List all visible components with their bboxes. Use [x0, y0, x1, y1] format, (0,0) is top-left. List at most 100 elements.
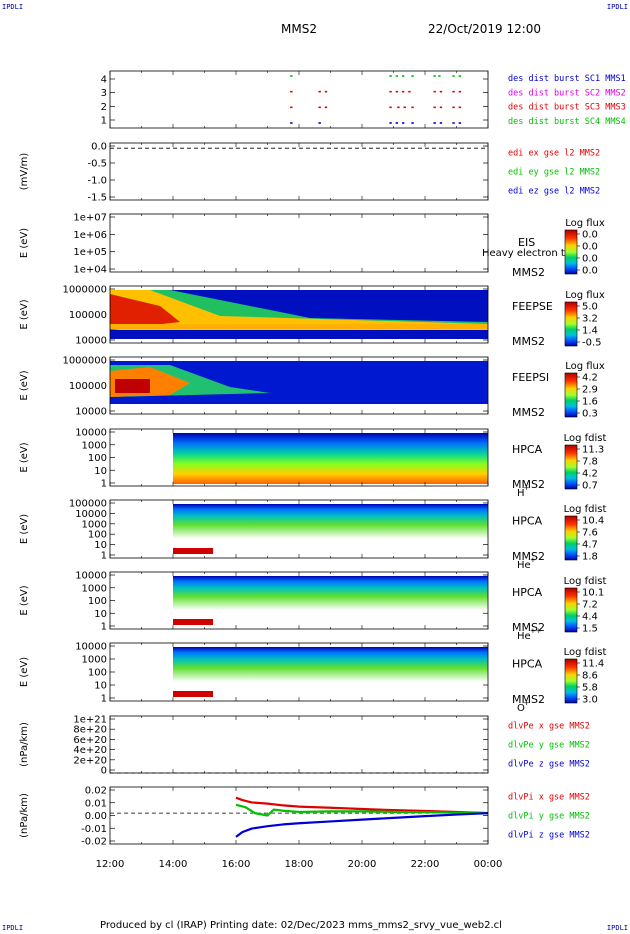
- colorbar-tick-label: 0.0: [582, 230, 598, 241]
- y-tick-label: 10000: [75, 571, 107, 582]
- species-label: O: [517, 703, 525, 714]
- legend-entry: edi ey gse l2 MMS2: [508, 168, 600, 178]
- corner-tag-tr: IPDLI: [606, 3, 628, 11]
- corner-tag-br: IPDLI: [606, 924, 628, 932]
- burst-mark: [318, 90, 321, 93]
- series-line-z: [235, 812, 489, 838]
- burst-mark: [389, 122, 392, 124]
- legend-entry: dlvPe x gse MMS2: [508, 722, 590, 732]
- legend-entry: dlvPi x gse MMS2: [508, 793, 590, 803]
- spacecraft-label: MMS2: [512, 693, 545, 706]
- colorbar-tick-label: 8.6: [582, 671, 598, 682]
- colorbar-tick-label: 1.6: [582, 397, 598, 408]
- y-tick-label: -1.0: [87, 176, 107, 187]
- burst-mark: [438, 75, 441, 77]
- y-tick-label: 0.01: [85, 798, 107, 809]
- y-tick-label: 100: [88, 596, 107, 607]
- y-tick-label: 100000: [69, 310, 107, 321]
- colorbar-tick-label: 5.0: [582, 302, 598, 313]
- burst-mark: [318, 106, 321, 109]
- species-charge: +: [530, 556, 536, 564]
- legend-entry: des dist burst SC3 MMS3: [508, 103, 626, 113]
- legend-entry: dlvPe z gse MMS2: [508, 760, 590, 770]
- y-axis-label: E (eV): [19, 657, 30, 687]
- instrument-label: EIS: [518, 236, 535, 249]
- colorbar-tick-label: 2.9: [582, 385, 598, 396]
- y-tick-label: 1: [101, 479, 107, 490]
- y-tick-label: 1e+05: [73, 247, 107, 258]
- y-tick-label: 1000000: [62, 285, 107, 296]
- colorbar: [564, 515, 578, 561]
- spectrogram-band: [115, 379, 150, 393]
- burst-mark: [395, 75, 399, 77]
- burst-mark: [433, 90, 436, 93]
- colorbar-tick-label: 3.0: [582, 695, 598, 706]
- colorbar-tick-label: 4.7: [582, 540, 598, 551]
- corner-tag-tl: IPDLI: [2, 3, 24, 11]
- burst-mark: [290, 106, 293, 109]
- y-tick-label: 4: [101, 75, 107, 86]
- colorbar-tick-label: 4.2: [582, 469, 598, 480]
- time-tick-label: 00:00: [474, 859, 503, 870]
- datetime-title: 22/Oct/2019 12:00: [428, 22, 542, 36]
- burst-mark: [318, 122, 321, 124]
- y-tick-label: -0.02: [81, 837, 107, 848]
- time-tick-label: 12:00: [96, 859, 125, 870]
- burst-mark: [439, 106, 443, 109]
- colorbar: [564, 301, 578, 347]
- legend-entry: des dist burst SC1 MMS1: [508, 74, 626, 84]
- legend-entry: des dist burst SC4 MMS4: [508, 117, 626, 127]
- y-tick-label: 1000: [82, 583, 107, 594]
- time-tick-label: 18:00: [285, 859, 314, 870]
- burst-mark: [411, 122, 414, 124]
- colorbar-tick-label: 7.6: [582, 528, 598, 539]
- y-tick-label: 1e+04: [73, 265, 107, 276]
- spectrogram-band: [110, 294, 180, 330]
- burst-mark: [401, 75, 405, 77]
- colorbar-tick-label: 7.2: [582, 600, 598, 611]
- spectrogram-region: [173, 647, 488, 682]
- footer-credits: Produced by cl (IRAP) Printing date: 02/…: [100, 920, 502, 931]
- spectrogram-region: [173, 504, 488, 539]
- colorbar: [564, 658, 578, 704]
- burst-mark: [324, 106, 328, 109]
- burst-mark: [458, 75, 462, 77]
- species-charge: +: [524, 484, 530, 492]
- y-tick-label: 100000: [69, 381, 107, 392]
- y-tick-label: 1000: [82, 655, 107, 666]
- panel-frame: [109, 70, 489, 129]
- colorbar-tick-label: 5.8: [582, 683, 598, 694]
- burst-mark: [389, 106, 392, 109]
- y-tick-label: 3: [101, 88, 107, 99]
- y-tick-label: 0.00: [85, 811, 107, 822]
- y-tick-label: 1e+06: [73, 230, 107, 241]
- y-tick-label: 0: [101, 766, 107, 777]
- colorbar-title: Log flux: [565, 218, 605, 229]
- legend-entry: edi ex gse l2 MMS2: [508, 149, 600, 159]
- series-line-y: [235, 803, 489, 817]
- burst-mark: [439, 90, 443, 93]
- burst-mark: [401, 90, 405, 93]
- spacecraft-label: MMS2: [512, 406, 545, 419]
- burst-mark: [395, 90, 399, 93]
- burst-mark: [452, 90, 455, 93]
- burst-mark: [397, 106, 400, 109]
- burst-mark: [395, 122, 399, 124]
- y-tick-label: 1: [101, 622, 107, 633]
- legend-entry: dlvPi z gse MMS2: [508, 831, 590, 841]
- colorbar: [564, 372, 578, 418]
- burst-mark: [411, 75, 414, 77]
- spectrogram-band: [110, 290, 488, 330]
- y-axis-label: E (eV): [19, 299, 30, 329]
- burst-mark: [401, 122, 405, 124]
- spacecraft-title: MMS2: [281, 22, 317, 36]
- y-tick-label: 2: [101, 102, 107, 113]
- y-tick-label: 10000: [75, 428, 107, 439]
- colorbar: [564, 587, 578, 633]
- species-label: He: [517, 631, 531, 642]
- instrument-label: HPCA: [512, 443, 543, 456]
- burst-mark: [452, 75, 455, 77]
- colorbar-tick-label: 1.8: [582, 552, 598, 563]
- spacecraft-label: MMS2: [512, 621, 545, 634]
